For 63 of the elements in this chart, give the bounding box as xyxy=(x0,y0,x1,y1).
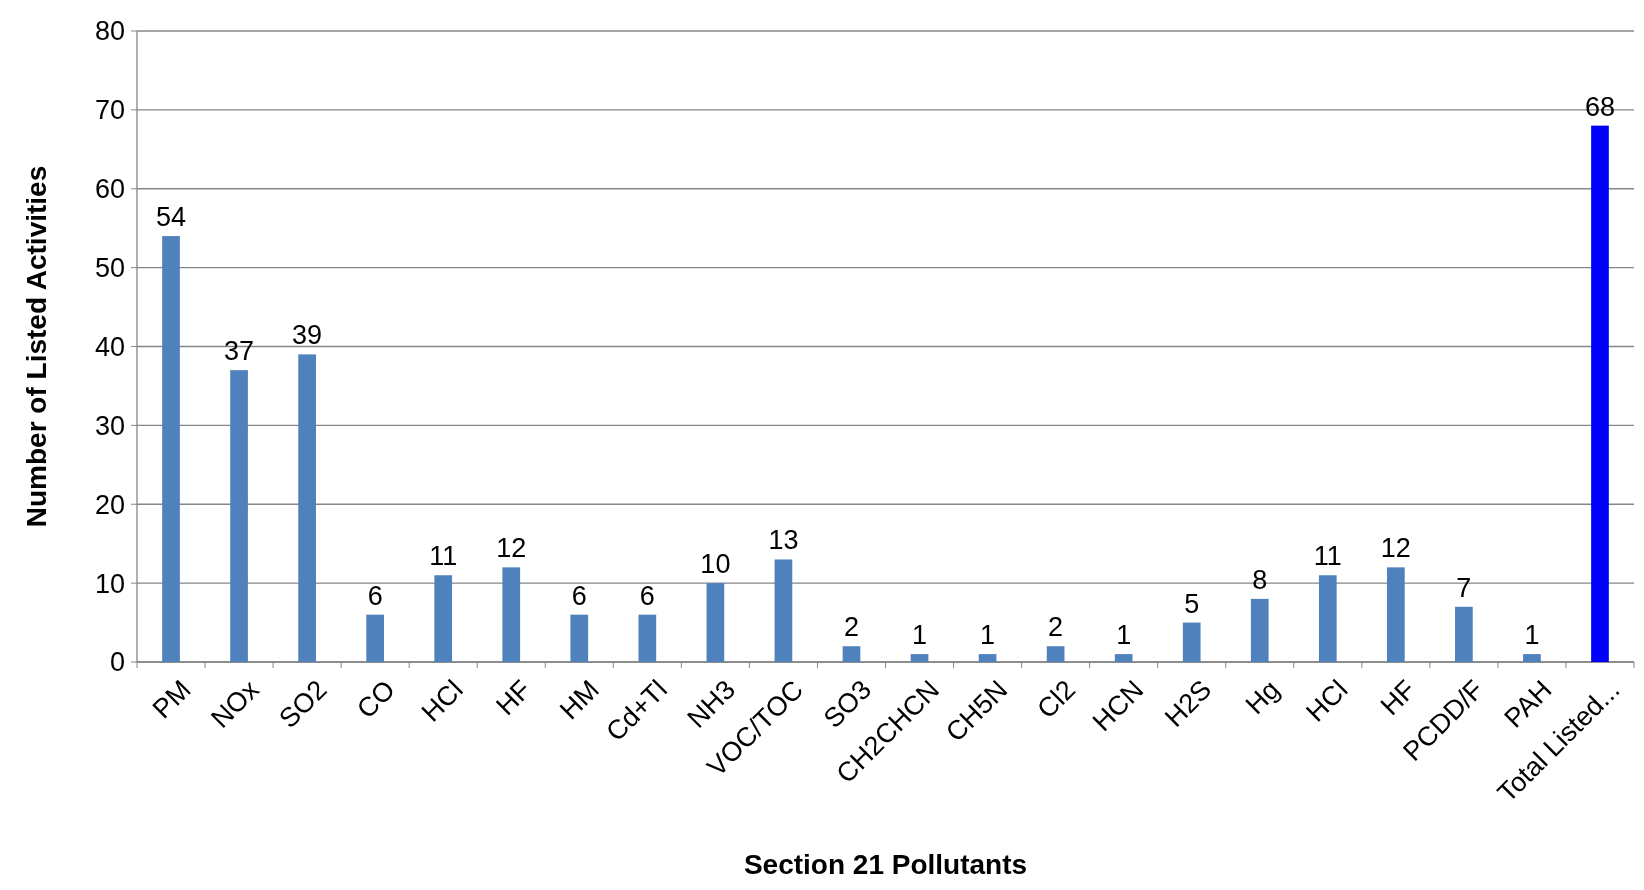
x-tick-label: PM xyxy=(146,674,197,725)
bar xyxy=(910,654,929,662)
data-label: 1 xyxy=(912,620,928,651)
bar xyxy=(230,370,248,662)
bar xyxy=(1318,575,1337,662)
x-tick-label: HCl xyxy=(1300,674,1354,728)
data-label: 5 xyxy=(1184,588,1200,619)
data-label: 68 xyxy=(1584,91,1615,122)
y-tick-label: 80 xyxy=(94,16,125,47)
data-label: 37 xyxy=(224,336,255,367)
x-tick-label: CO xyxy=(350,674,401,725)
bar xyxy=(502,567,521,662)
y-axis-title: Number of Listed Activities xyxy=(21,165,52,528)
data-label: 11 xyxy=(1313,541,1342,572)
bar xyxy=(1046,646,1065,662)
data-label: 10 xyxy=(700,549,731,580)
bar xyxy=(1114,654,1133,662)
y-tick-label: 30 xyxy=(94,410,125,441)
bar xyxy=(162,236,180,662)
data-label: 6 xyxy=(367,580,383,611)
x-tick-label: HM xyxy=(553,674,605,726)
bar xyxy=(638,614,657,662)
bar xyxy=(1386,567,1405,662)
bar xyxy=(978,654,997,662)
data-label: 1 xyxy=(1116,620,1132,651)
data-label: 11 xyxy=(429,541,458,572)
bar xyxy=(1523,654,1541,662)
bar xyxy=(298,354,316,662)
bar xyxy=(434,575,453,662)
y-tick-label: 40 xyxy=(94,331,125,362)
data-label: 39 xyxy=(292,320,323,351)
data-label: 6 xyxy=(639,580,655,611)
data-label: 1 xyxy=(1524,620,1540,651)
data-label: 7 xyxy=(1456,572,1472,603)
data-label: 12 xyxy=(496,533,527,564)
data-label: 6 xyxy=(571,580,587,611)
data-label: 13 xyxy=(768,525,799,556)
bar xyxy=(366,614,384,662)
data-label: 1 xyxy=(980,620,996,651)
y-tick-label: 10 xyxy=(94,568,125,599)
data-label: 2 xyxy=(1048,612,1064,643)
y-tick-label: 60 xyxy=(94,174,125,205)
bar xyxy=(706,583,725,662)
bar xyxy=(1182,622,1201,662)
x-tick-label: Cl2 xyxy=(1031,674,1082,725)
y-tick-label: 70 xyxy=(94,95,125,126)
data-label: 2 xyxy=(843,612,859,643)
bar xyxy=(570,614,589,662)
x-axis-title: Section 21 Pollutants xyxy=(743,849,1028,880)
bar xyxy=(1250,598,1269,662)
x-tick-label: HCl xyxy=(415,674,469,728)
y-tick-label: 20 xyxy=(94,489,125,520)
data-label: 54 xyxy=(156,202,187,233)
y-tick-label: 0 xyxy=(109,647,125,678)
x-tick-label: HF xyxy=(490,674,537,722)
x-tick-label: Hg xyxy=(1239,674,1286,721)
y-tick-label: 50 xyxy=(94,253,125,284)
bar xyxy=(1591,125,1609,662)
data-label: 8 xyxy=(1252,564,1268,595)
bar xyxy=(1455,606,1473,662)
bar xyxy=(774,559,793,662)
bar xyxy=(842,646,861,662)
data-label: 12 xyxy=(1380,533,1411,564)
